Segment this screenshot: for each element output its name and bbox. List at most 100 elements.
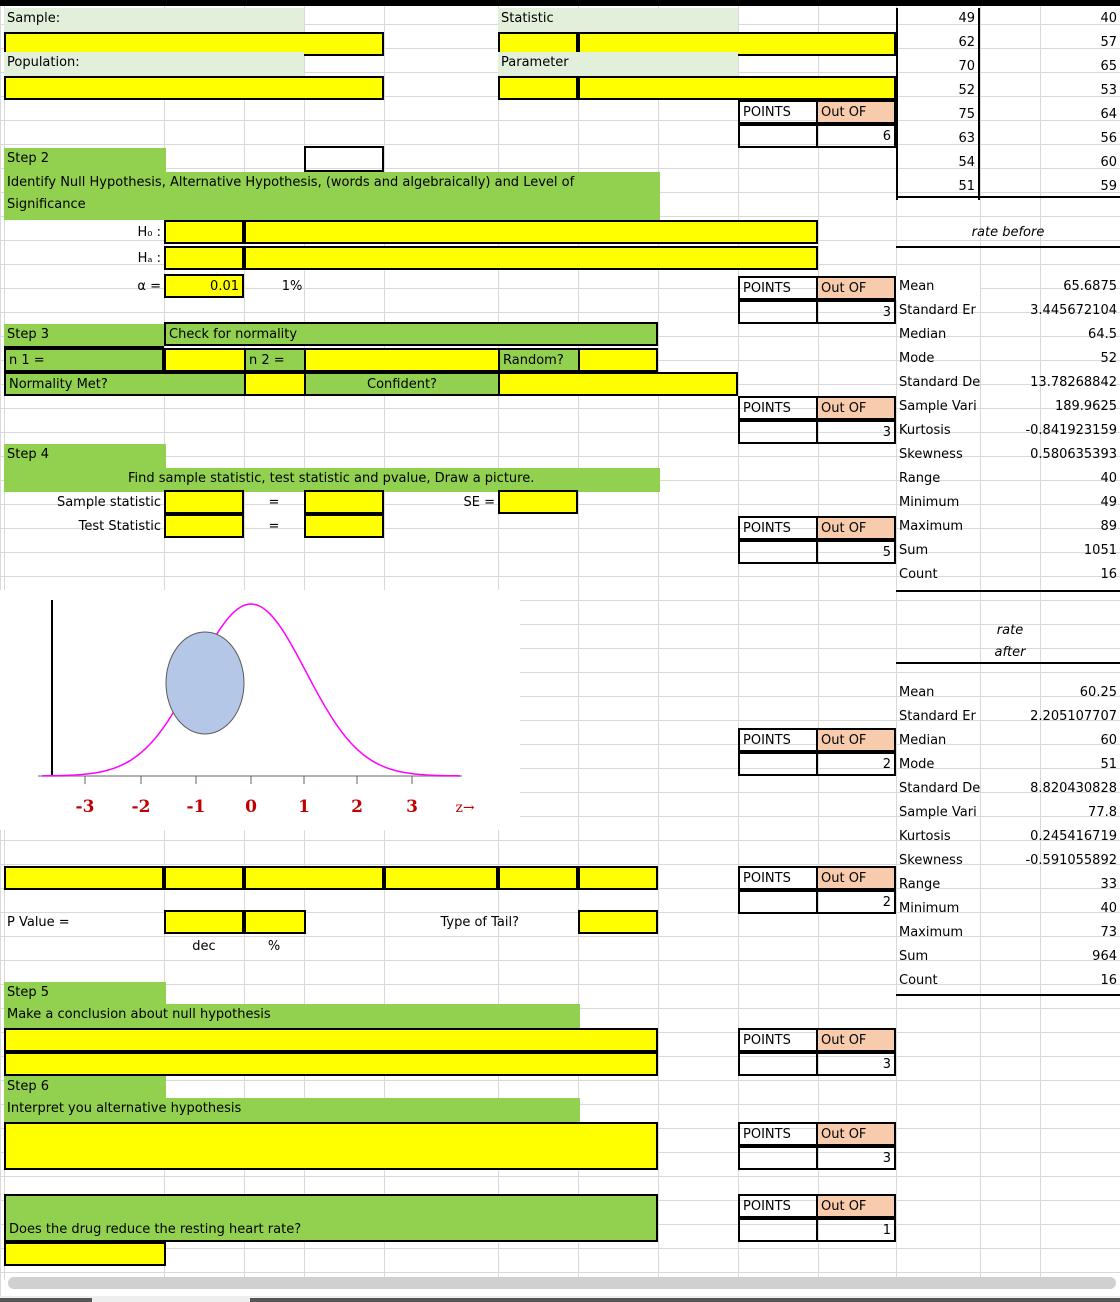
data-cell-before[interactable]: 62 — [896, 32, 980, 56]
stat-value-cell[interactable]: 77.8 — [980, 802, 1120, 826]
stat-value-cell[interactable]: 52 — [980, 348, 1120, 372]
result-input-5[interactable] — [498, 866, 578, 890]
step5-input-2[interactable] — [4, 1052, 658, 1076]
stat-value-cell[interactable]: 51 — [980, 754, 1120, 778]
stat-value-cell[interactable]: 0.580635393 — [980, 444, 1120, 468]
stat-value-cell[interactable]: -0.591055892 — [980, 850, 1120, 874]
normal-curve-drawing[interactable]: -3 -2 -1 0 1 2 3 z→ — [0, 590, 520, 830]
points-input[interactable] — [738, 1146, 818, 1170]
stat-value-cell[interactable]: 49 — [980, 492, 1120, 516]
points-input[interactable] — [738, 124, 818, 148]
alpha-value-cell[interactable]: 0.01 — [164, 274, 244, 298]
stat-value-cell[interactable]: 964 — [980, 946, 1120, 970]
out-of-value-cell[interactable]: 6 — [816, 124, 896, 148]
data-cell-before[interactable]: 70 — [896, 56, 980, 80]
result-input-6[interactable] — [578, 866, 658, 890]
data-cell-before[interactable]: 63 — [896, 128, 980, 152]
result-input-2[interactable] — [164, 866, 244, 890]
points-input[interactable] — [738, 890, 818, 914]
stat-value-cell[interactable]: -0.841923159 — [980, 420, 1120, 444]
data-cell-before[interactable]: 51 — [896, 176, 980, 200]
sample-stat-value-input[interactable] — [304, 490, 384, 514]
tail-input[interactable] — [578, 910, 658, 934]
stat-value-cell[interactable]: 2.205107707 — [980, 706, 1120, 730]
out-of-value-cell[interactable]: 5 — [816, 540, 896, 564]
normality-input[interactable] — [244, 372, 306, 396]
data-cell-before[interactable]: 52 — [896, 80, 980, 104]
stat-value-cell[interactable]: 73 — [980, 922, 1120, 946]
data-cell-after[interactable]: 40 — [1100, 11, 1117, 26]
stat-value-cell[interactable]: 0.245416719 — [980, 826, 1120, 850]
random-input[interactable] — [578, 348, 658, 372]
out-of-value-cell[interactable]: 1 — [816, 1218, 896, 1242]
data-cell-after[interactable]: 53 — [1100, 83, 1117, 98]
stat-value-cell[interactable]: 189.9625 — [980, 396, 1120, 420]
stat-value-cell[interactable]: 16 — [980, 970, 1120, 994]
data-cell-after[interactable]: 56 — [1100, 131, 1117, 146]
pvalue-dec-input[interactable] — [164, 910, 244, 934]
out-of-value-cell[interactable]: 3 — [816, 300, 896, 324]
ha-input[interactable] — [244, 246, 818, 270]
statistic-label-cell[interactable]: Statistic — [498, 8, 738, 32]
out-of-value-cell[interactable]: 3 — [816, 420, 896, 444]
confident-input[interactable] — [498, 372, 738, 396]
points-input[interactable] — [738, 1052, 818, 1076]
shape-ellipse[interactable] — [165, 631, 245, 735]
result-input-3[interactable] — [244, 866, 384, 890]
stat-value-cell[interactable]: 3.445672104 — [980, 300, 1120, 324]
result-input-1[interactable] — [4, 866, 164, 890]
population-label-cell[interactable]: Population: — [4, 52, 304, 76]
h0-symbol-input[interactable] — [164, 220, 244, 244]
stat-value-cell[interactable]: 13.78268842 — [980, 372, 1120, 396]
test-stat-value-input[interactable] — [304, 514, 384, 538]
parameter-symbol-input[interactable] — [498, 76, 578, 100]
data-cell-before[interactable]: 54 — [896, 152, 980, 176]
out-of-value-cell[interactable]: 2 — [816, 890, 896, 914]
stat-value-cell[interactable]: 64.5 — [980, 324, 1120, 348]
points-input[interactable] — [738, 420, 818, 444]
stat-value-cell[interactable]: 60.25 — [980, 682, 1120, 706]
parameter-label-cell[interactable]: Parameter — [498, 52, 738, 76]
pvalue-pct-input[interactable] — [244, 910, 306, 934]
out-of-value-cell[interactable]: 2 — [816, 752, 896, 776]
data-cell-after[interactable]: 64 — [1100, 107, 1117, 122]
step6-input[interactable] — [4, 1122, 658, 1170]
out-of-value-cell[interactable]: 3 — [816, 1146, 896, 1170]
stat-value-cell[interactable]: 40 — [980, 898, 1120, 922]
data-cell-after[interactable]: 65 — [1100, 59, 1117, 74]
sample-label-cell[interactable]: Sample: — [4, 8, 304, 32]
parameter-input[interactable] — [578, 76, 896, 100]
points-input[interactable] — [738, 752, 818, 776]
result-input-4[interactable] — [384, 866, 498, 890]
points-input[interactable] — [738, 540, 818, 564]
data-cell-after[interactable]: 60 — [1100, 155, 1117, 170]
horizontal-scrollbar[interactable] — [8, 1277, 1116, 1289]
test-stat-input[interactable] — [164, 514, 244, 538]
stat-value-cell[interactable]: 60 — [980, 730, 1120, 754]
n1-input[interactable] — [164, 348, 246, 372]
question-answer-input[interactable] — [4, 1242, 166, 1266]
stat-value-cell[interactable]: 8.820430828 — [980, 778, 1120, 802]
data-cell-before[interactable]: 49 — [896, 8, 980, 32]
h0-input[interactable] — [244, 220, 818, 244]
population-input[interactable] — [4, 76, 384, 100]
data-cell-after[interactable]: 59 — [1100, 179, 1117, 194]
stat-value-cell[interactable]: 40 — [980, 468, 1120, 492]
step2-title-cell[interactable]: Step 2 — [4, 148, 166, 172]
points-input[interactable] — [738, 300, 818, 324]
ha-symbol-input[interactable] — [164, 246, 244, 270]
points-input[interactable] — [738, 1218, 818, 1242]
stat-value-cell[interactable]: 1051 — [980, 540, 1120, 564]
stat-value-cell[interactable]: 33 — [980, 874, 1120, 898]
sample-stat-input[interactable] — [164, 490, 244, 514]
stat-value-cell[interactable]: 65.6875 — [980, 276, 1120, 300]
data-cell-after[interactable]: 57 — [1100, 35, 1117, 50]
step2-input[interactable] — [304, 146, 384, 172]
data-cell-before[interactable]: 75 — [896, 104, 980, 128]
out-of-value-cell[interactable]: 3 — [816, 1052, 896, 1076]
step5-input-1[interactable] — [4, 1028, 658, 1052]
stat-value-cell[interactable]: 16 — [980, 564, 1120, 588]
se-input[interactable] — [498, 490, 578, 514]
n2-input[interactable] — [304, 348, 500, 372]
stat-value-cell[interactable]: 89 — [980, 516, 1120, 540]
